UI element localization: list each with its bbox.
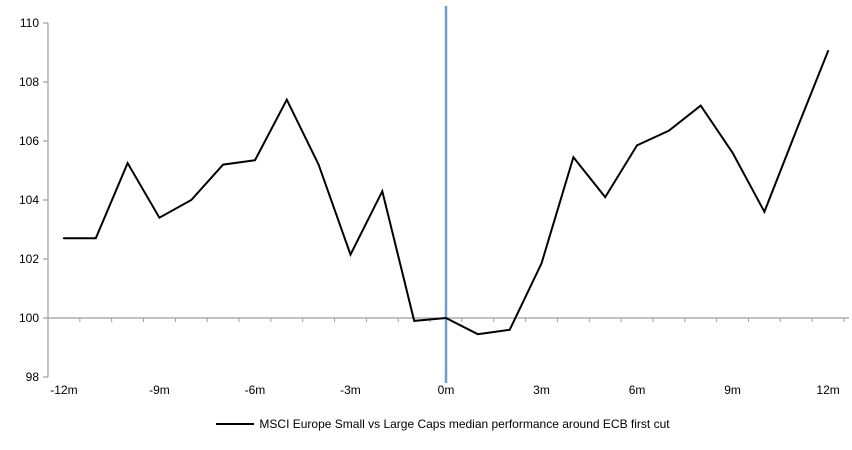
legend-label: MSCI Europe Small vs Large Caps median p… bbox=[259, 417, 670, 431]
x-tick-label: -12m bbox=[50, 383, 77, 397]
y-tick-label: 110 bbox=[20, 16, 39, 30]
x-tick-label: -9m bbox=[149, 383, 170, 397]
x-tick-label: -3m bbox=[340, 383, 361, 397]
x-tick-label: 6m bbox=[629, 383, 646, 397]
line-chart: 98 100 102 104 106 108 110 -12m -9m -6m -3m 0m 3m 6m 9… bbox=[19, 6, 849, 397]
chart-legend: MSCI Europe Small vs Large Caps median p… bbox=[0, 417, 852, 431]
y-tick-label: 98 bbox=[26, 370, 40, 384]
x-tick-label: -6m bbox=[245, 383, 266, 397]
y-tick-label: 106 bbox=[19, 134, 39, 148]
y-axis: 98 100 102 104 106 108 110 bbox=[19, 16, 49, 384]
x-axis: -12m -9m -6m -3m 0m 3m 6m 9m 12m bbox=[47, 317, 849, 397]
y-tick-label: 100 bbox=[19, 311, 39, 325]
series-line bbox=[62, 50, 830, 336]
y-tick-label: 108 bbox=[19, 75, 39, 89]
x-tick-label: 9m bbox=[724, 383, 741, 397]
x-tick-label: 0m bbox=[438, 383, 455, 397]
x-tick-label: 3m bbox=[533, 383, 550, 397]
legend-line-swatch bbox=[216, 423, 255, 425]
x-tick-label: 12m bbox=[816, 383, 839, 397]
y-tick-label: 102 bbox=[19, 252, 39, 266]
y-tick-label: 104 bbox=[19, 193, 39, 207]
